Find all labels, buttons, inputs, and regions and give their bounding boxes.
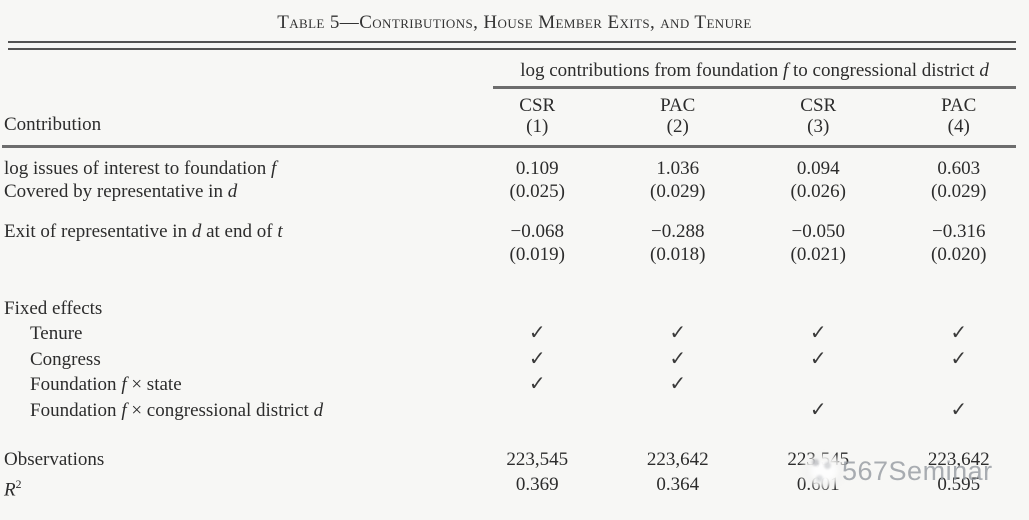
check-cell: ✓ xyxy=(669,322,687,344)
column-number: (4) xyxy=(947,116,970,137)
estimate-cell: 0.109 xyxy=(515,158,559,179)
stat-row: R2 0.369 0.364 0.601 0.595 xyxy=(0,472,1029,502)
column-headers: CSR (1) PAC (2) CSR (3) PAC (4) xyxy=(467,95,1029,137)
se-cell: (0.019) xyxy=(509,244,565,265)
std-error-line: (0.019) (0.018) (0.021) (0.020) xyxy=(0,243,1029,266)
coefficient-row: log issues of interest to foundation f 0… xyxy=(0,157,1029,203)
se-cell: (0.029) xyxy=(650,181,706,202)
row-label: Covered by representative in d xyxy=(4,181,238,202)
estimate-line: Exit of representative in d at end of t … xyxy=(0,220,1029,243)
column-number: (3) xyxy=(807,116,830,137)
section-header: Fixed effects xyxy=(4,298,103,319)
estimate-cell: 0.603 xyxy=(937,158,981,179)
fixed-effect-row: Foundation f × congressional district d … xyxy=(0,398,1029,424)
stat-cell: 223,545 xyxy=(506,449,569,470)
se-cell: (0.029) xyxy=(931,181,987,202)
column-name: CSR xyxy=(800,95,837,116)
stub-header-label: Contribution xyxy=(4,114,102,135)
stat-cell: 223,642 xyxy=(927,449,990,470)
se-cell: (0.021) xyxy=(790,244,846,265)
std-error-line: Covered by representative in d (0.025) (… xyxy=(0,180,1029,203)
coefficient-row: Exit of representative in d at end of t … xyxy=(0,220,1029,266)
check-cell: ✓ xyxy=(528,347,546,370)
check-cell: ✓ xyxy=(528,373,546,395)
check-cell: ✓ xyxy=(950,347,968,370)
estimate-cell: −0.288 xyxy=(651,221,705,242)
stat-cell: 0.601 xyxy=(796,474,840,495)
estimate-cell: −0.068 xyxy=(510,221,564,242)
estimate-cell: 1.036 xyxy=(656,158,700,179)
stat-cell: 223,545 xyxy=(787,449,850,470)
column-number: (1) xyxy=(526,116,549,137)
column-header: PAC (2) xyxy=(608,95,749,137)
se-cell: (0.020) xyxy=(931,244,987,265)
row-label: Tenure xyxy=(30,323,83,344)
check-cell: ✓ xyxy=(809,322,827,344)
summary-stats: Observations 223,545 223,642 223,545 223… xyxy=(0,447,1029,502)
header-rule xyxy=(2,145,1016,148)
se-cell: (0.025) xyxy=(509,181,565,202)
row-label: Congress xyxy=(30,348,101,370)
fixed-effect-row: Tenure ✓ ✓ ✓ ✓ xyxy=(0,321,1029,347)
se-cell: (0.026) xyxy=(790,181,846,202)
check-cell xyxy=(748,372,889,398)
row-label: Foundation f × state xyxy=(30,374,182,395)
row-label: Observations xyxy=(4,449,105,470)
row-label: Foundation f × congressional district d xyxy=(30,399,324,421)
fixed-effect-row: Foundation f × state ✓ ✓ xyxy=(0,372,1029,398)
column-number: (2) xyxy=(666,116,689,137)
stat-cell: 0.369 xyxy=(515,474,559,495)
stat-cell: 0.595 xyxy=(937,474,981,495)
check-cell: ✓ xyxy=(809,398,827,421)
column-name: PAC xyxy=(941,95,977,116)
check-cell: ✓ xyxy=(950,398,968,421)
column-group-header: log contributions from foundation f to c… xyxy=(520,60,989,81)
check-cell: ✓ xyxy=(809,347,827,370)
stat-cell: 0.364 xyxy=(656,474,700,495)
row-label: R2 xyxy=(4,478,22,501)
stat-row: Observations 223,545 223,642 223,545 223… xyxy=(0,447,1029,472)
row-label: log issues of interest to foundation f xyxy=(4,158,277,179)
check-cell: ✓ xyxy=(669,373,687,395)
check-cell xyxy=(608,398,749,424)
estimate-cell: 0.094 xyxy=(796,158,840,179)
table-header: Contribution log contributions from foun… xyxy=(0,50,1029,137)
row-label xyxy=(0,243,467,266)
check-cell: ✓ xyxy=(950,322,968,344)
row-label: Exit of representative in d at end of t xyxy=(4,221,283,242)
estimate-cell: −0.050 xyxy=(791,221,845,242)
fixed-effects-header-row: Fixed effects xyxy=(0,296,1029,321)
column-header: CSR (3) xyxy=(748,95,889,137)
check-cell xyxy=(467,398,608,424)
estimate-cell: −0.316 xyxy=(932,221,986,242)
table-title: Table 5—Contributions, House Member Exit… xyxy=(277,12,752,33)
check-cell xyxy=(889,372,1029,398)
column-group: log contributions from foundation f to c… xyxy=(467,50,1029,137)
top-double-rule xyxy=(8,41,1016,50)
check-cell: ✓ xyxy=(669,347,687,370)
column-header: PAC (4) xyxy=(889,95,1029,137)
se-cell: (0.018) xyxy=(650,244,706,265)
stat-cell: 223,642 xyxy=(646,449,709,470)
check-cell: ✓ xyxy=(528,322,546,344)
column-name: CSR xyxy=(519,95,556,116)
column-header: CSR (1) xyxy=(467,95,608,137)
column-name: PAC xyxy=(660,95,696,116)
stub-header: Contribution xyxy=(0,50,467,137)
spanner-rule xyxy=(493,86,1016,89)
fixed-effect-row: Congress ✓ ✓ ✓ ✓ xyxy=(0,347,1029,373)
estimate-line: log issues of interest to foundation f 0… xyxy=(0,157,1029,180)
